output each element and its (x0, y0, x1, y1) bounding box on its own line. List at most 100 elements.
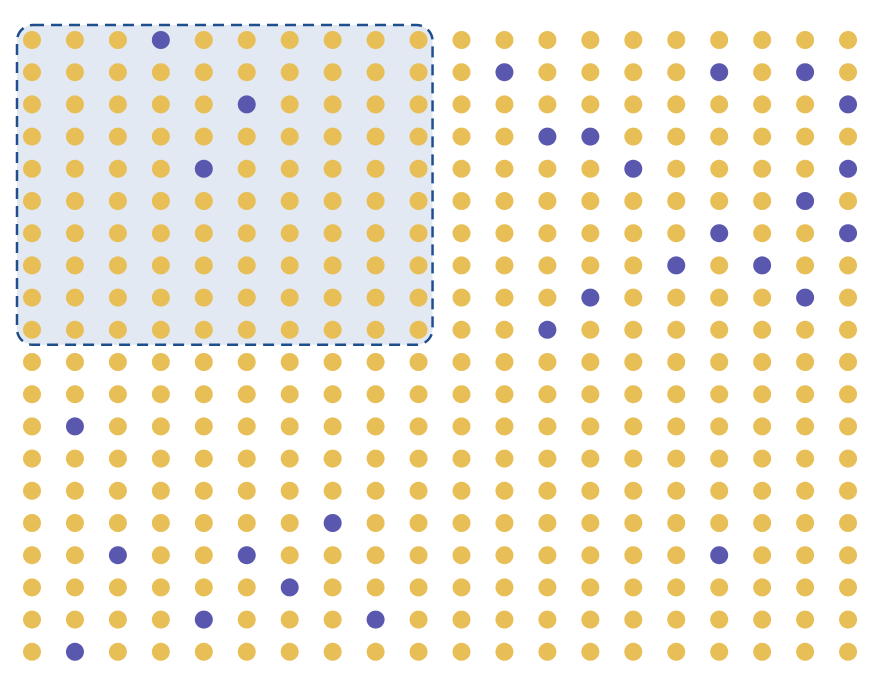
highlighted-dot (839, 95, 858, 114)
dot (23, 642, 41, 661)
dot (280, 320, 299, 339)
dot (65, 514, 84, 532)
dot (194, 546, 213, 565)
dot (710, 192, 729, 210)
dot (409, 288, 428, 307)
dot (323, 353, 342, 371)
dot (194, 417, 213, 436)
dot (23, 610, 41, 629)
dot (452, 610, 471, 629)
dot (108, 256, 127, 275)
dot (108, 63, 127, 82)
dot (237, 127, 256, 146)
dot (280, 610, 299, 629)
dot (323, 288, 342, 307)
dot (409, 546, 428, 565)
dot (23, 63, 41, 82)
highlighted-dot (839, 224, 858, 243)
dot (667, 481, 686, 500)
dot (452, 224, 471, 243)
dot (667, 63, 686, 82)
dot (323, 192, 342, 210)
dot (194, 31, 213, 49)
dot (796, 546, 815, 565)
dot (624, 288, 643, 307)
dot (409, 385, 428, 404)
dot (23, 320, 41, 339)
dot (796, 159, 815, 178)
dot (194, 224, 213, 243)
dot (280, 546, 299, 565)
dot (452, 417, 471, 436)
dot (839, 385, 858, 404)
dot (753, 546, 772, 565)
dot (839, 578, 858, 597)
dot (409, 159, 428, 178)
dot (624, 642, 643, 661)
dot (667, 192, 686, 210)
dot (280, 288, 299, 307)
dot (796, 127, 815, 146)
dot (710, 320, 729, 339)
dot (710, 127, 729, 146)
dot (495, 385, 514, 404)
dot (839, 31, 858, 49)
dot (452, 578, 471, 597)
dot (667, 514, 686, 532)
dot (366, 353, 385, 371)
dot (796, 417, 815, 436)
dot (237, 385, 256, 404)
dot (667, 320, 686, 339)
dot (796, 31, 815, 49)
dot (323, 481, 342, 500)
highlighted-dot (538, 320, 557, 339)
dot (753, 578, 772, 597)
dot (667, 159, 686, 178)
dot (452, 127, 471, 146)
highlighted-dot (581, 288, 600, 307)
dot (452, 481, 471, 500)
dot (710, 288, 729, 307)
highlighted-dot (796, 288, 815, 307)
dot (581, 642, 600, 661)
dot (280, 63, 299, 82)
dot (710, 514, 729, 532)
dot (151, 610, 170, 629)
dot (710, 481, 729, 500)
dot (108, 385, 127, 404)
highlighted-dot (538, 127, 557, 146)
dot (323, 320, 342, 339)
dot (839, 256, 858, 275)
dot (538, 63, 557, 82)
dot (710, 95, 729, 114)
dot (409, 192, 428, 210)
highlighted-dot (753, 256, 772, 275)
dot (753, 127, 772, 146)
dot (710, 610, 729, 629)
dot (409, 481, 428, 500)
dot (237, 578, 256, 597)
dot (366, 578, 385, 597)
dot (237, 159, 256, 178)
highlighted-dot (108, 546, 127, 565)
dot (839, 192, 858, 210)
dot (753, 192, 772, 210)
dot (495, 320, 514, 339)
dot (538, 642, 557, 661)
dot (366, 31, 385, 49)
dot (495, 95, 514, 114)
dot (366, 288, 385, 307)
dot (108, 514, 127, 532)
dot (108, 320, 127, 339)
dot (538, 288, 557, 307)
dot (194, 578, 213, 597)
dot (839, 610, 858, 629)
dot (23, 481, 41, 500)
dot (710, 417, 729, 436)
dot-grid (23, 31, 858, 661)
dot (495, 642, 514, 661)
dot (452, 256, 471, 275)
dot (23, 159, 41, 178)
dot (581, 578, 600, 597)
